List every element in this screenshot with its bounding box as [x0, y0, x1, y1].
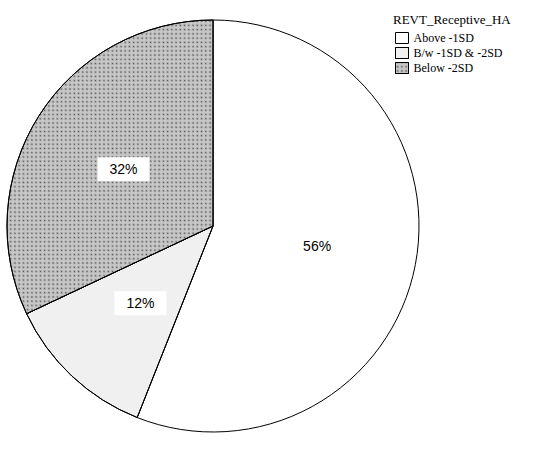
svg-text:Below -2SD: Below -2SD	[414, 61, 474, 75]
svg-text:32%: 32%	[109, 161, 137, 177]
svg-text:B/w -1SD & -2SD: B/w -1SD & -2SD	[414, 46, 503, 60]
svg-text:REVT_Receptive_HA: REVT_Receptive_HA	[393, 12, 511, 27]
svg-text:56%: 56%	[303, 238, 331, 254]
svg-text:Above -1SD: Above -1SD	[414, 31, 475, 45]
svg-text:12%: 12%	[126, 295, 154, 311]
